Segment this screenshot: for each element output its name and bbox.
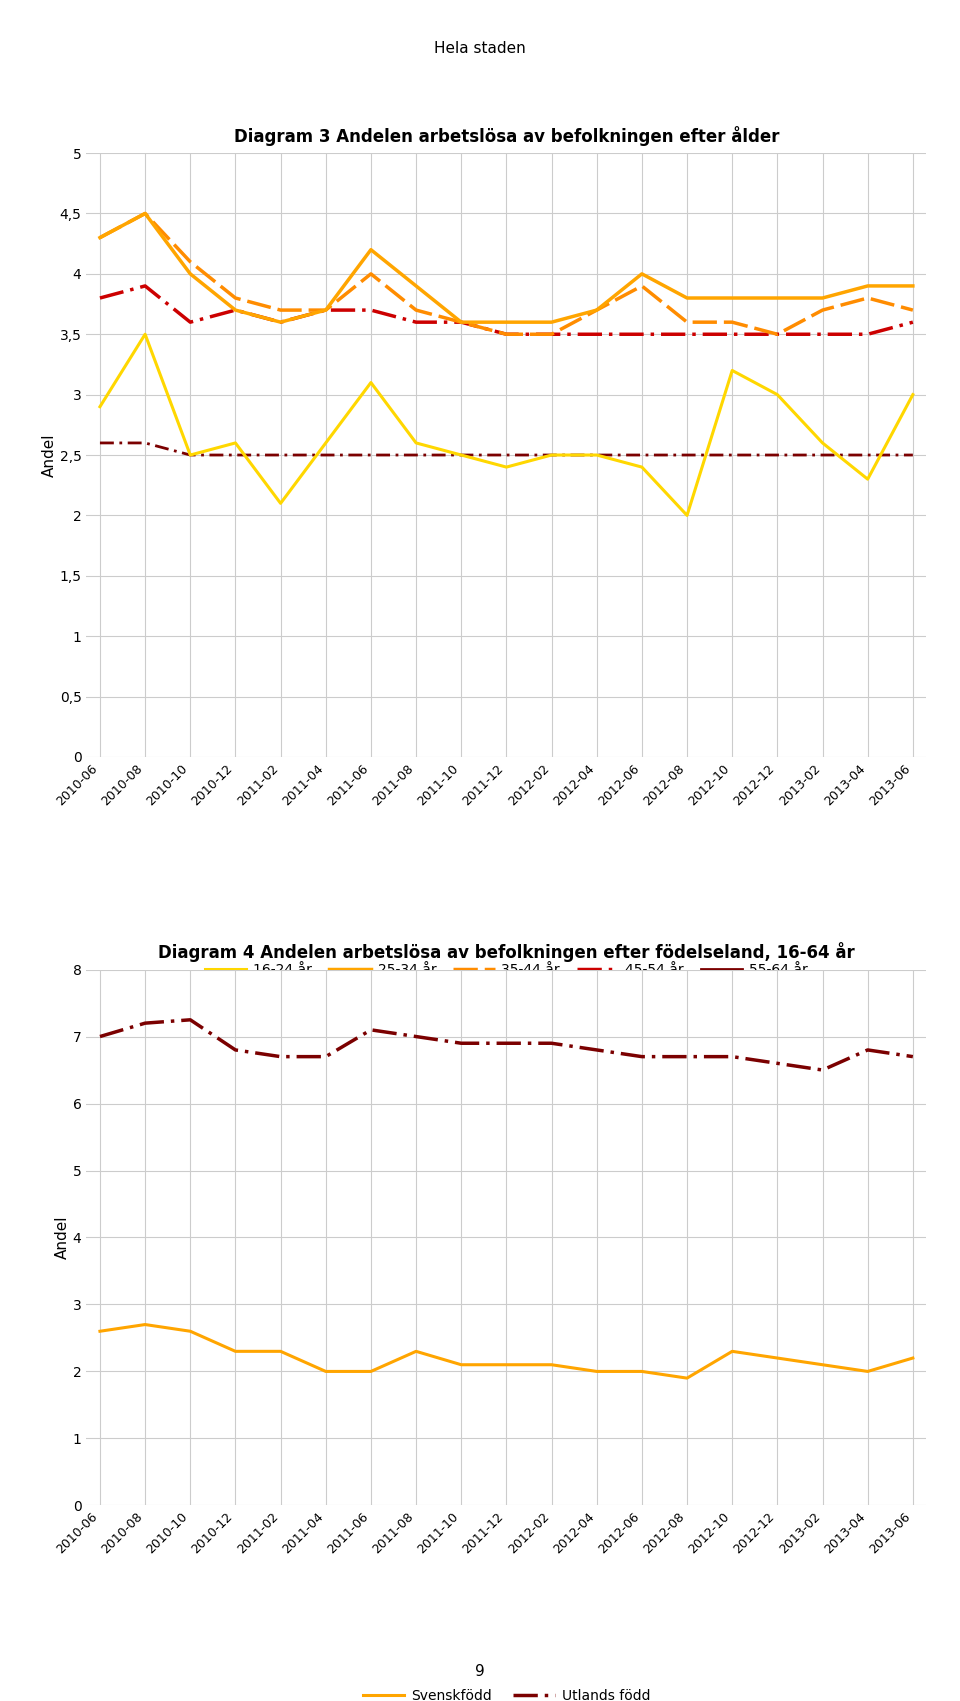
Y-axis label: Andel: Andel [42,434,57,476]
Legend: 16-24 år, 25-34 år, 35-44 år, 45-54 år, 55-64 år: 16-24 år, 25-34 år, 35-44 år, 45-54 år, … [200,958,813,981]
Legend: Svenskfödd, Utlands född: Svenskfödd, Utlands född [357,1684,656,1701]
Y-axis label: Andel: Andel [55,1216,70,1259]
Text: 9: 9 [475,1664,485,1679]
Title: Diagram 4 Andelen arbetslösa av befolkningen efter födelseland, 16-64 år: Diagram 4 Andelen arbetslösa av befolkni… [158,942,854,963]
Title: Diagram 3 Andelen arbetslösa av befolkningen efter ålder: Diagram 3 Andelen arbetslösa av befolkni… [233,126,780,146]
Text: Hela staden: Hela staden [434,41,526,56]
